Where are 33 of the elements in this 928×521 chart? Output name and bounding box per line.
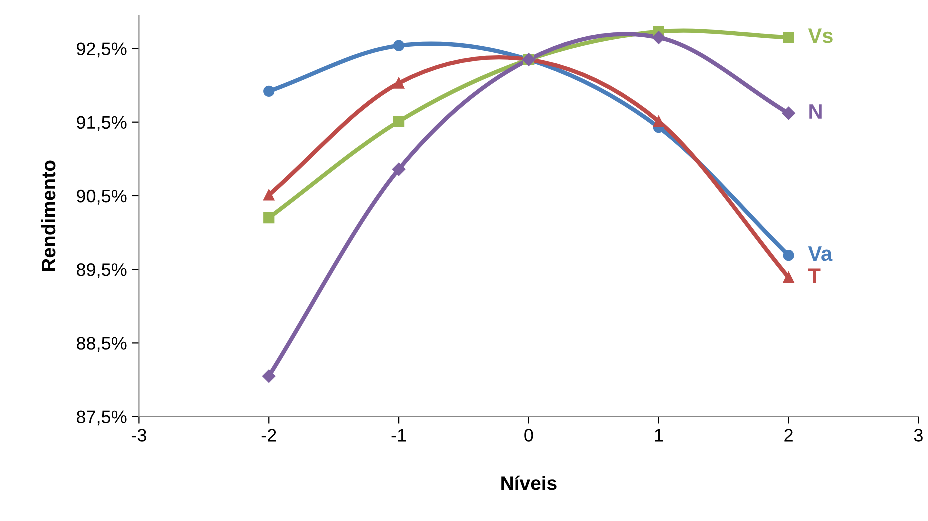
point: [392, 162, 406, 176]
point: [393, 40, 405, 52]
point: [783, 32, 794, 44]
x-tick-label: 0: [524, 429, 534, 442]
y-tick-label: 92,5%: [77, 42, 127, 58]
point: [783, 250, 794, 262]
x-axis-title: Níveis: [502, 476, 557, 490]
point: [393, 116, 405, 128]
point: [782, 106, 796, 120]
y-tick-label: 90,5%: [77, 190, 127, 205]
y-tick-label: 89,5%: [76, 264, 127, 278]
point: [652, 31, 666, 44]
series-label: Va: [808, 246, 833, 262]
point: [653, 116, 664, 128]
point: [264, 190, 275, 201]
x-tick-label: 3: [914, 429, 923, 442]
series-label: N: [810, 104, 822, 119]
point: [393, 78, 405, 89]
y-tick-label: 87,5%: [76, 410, 127, 426]
point: [783, 272, 794, 284]
x-tick-label: -3: [132, 429, 146, 442]
x-tick-label: -2: [262, 429, 276, 442]
y-axis-title: Rendimento: [41, 160, 56, 272]
point: [264, 86, 275, 98]
series-label: T: [808, 268, 821, 284]
x-tick-label: 1: [655, 429, 664, 442]
point: [262, 370, 276, 383]
x-tick-label: 2: [784, 429, 793, 442]
y-tick-label: 88,5%: [76, 337, 127, 352]
x-tick-label: -1: [392, 429, 406, 442]
y-tick-label: 91,5%: [77, 116, 127, 132]
point: [264, 212, 275, 224]
series-label: Vs: [808, 28, 833, 44]
